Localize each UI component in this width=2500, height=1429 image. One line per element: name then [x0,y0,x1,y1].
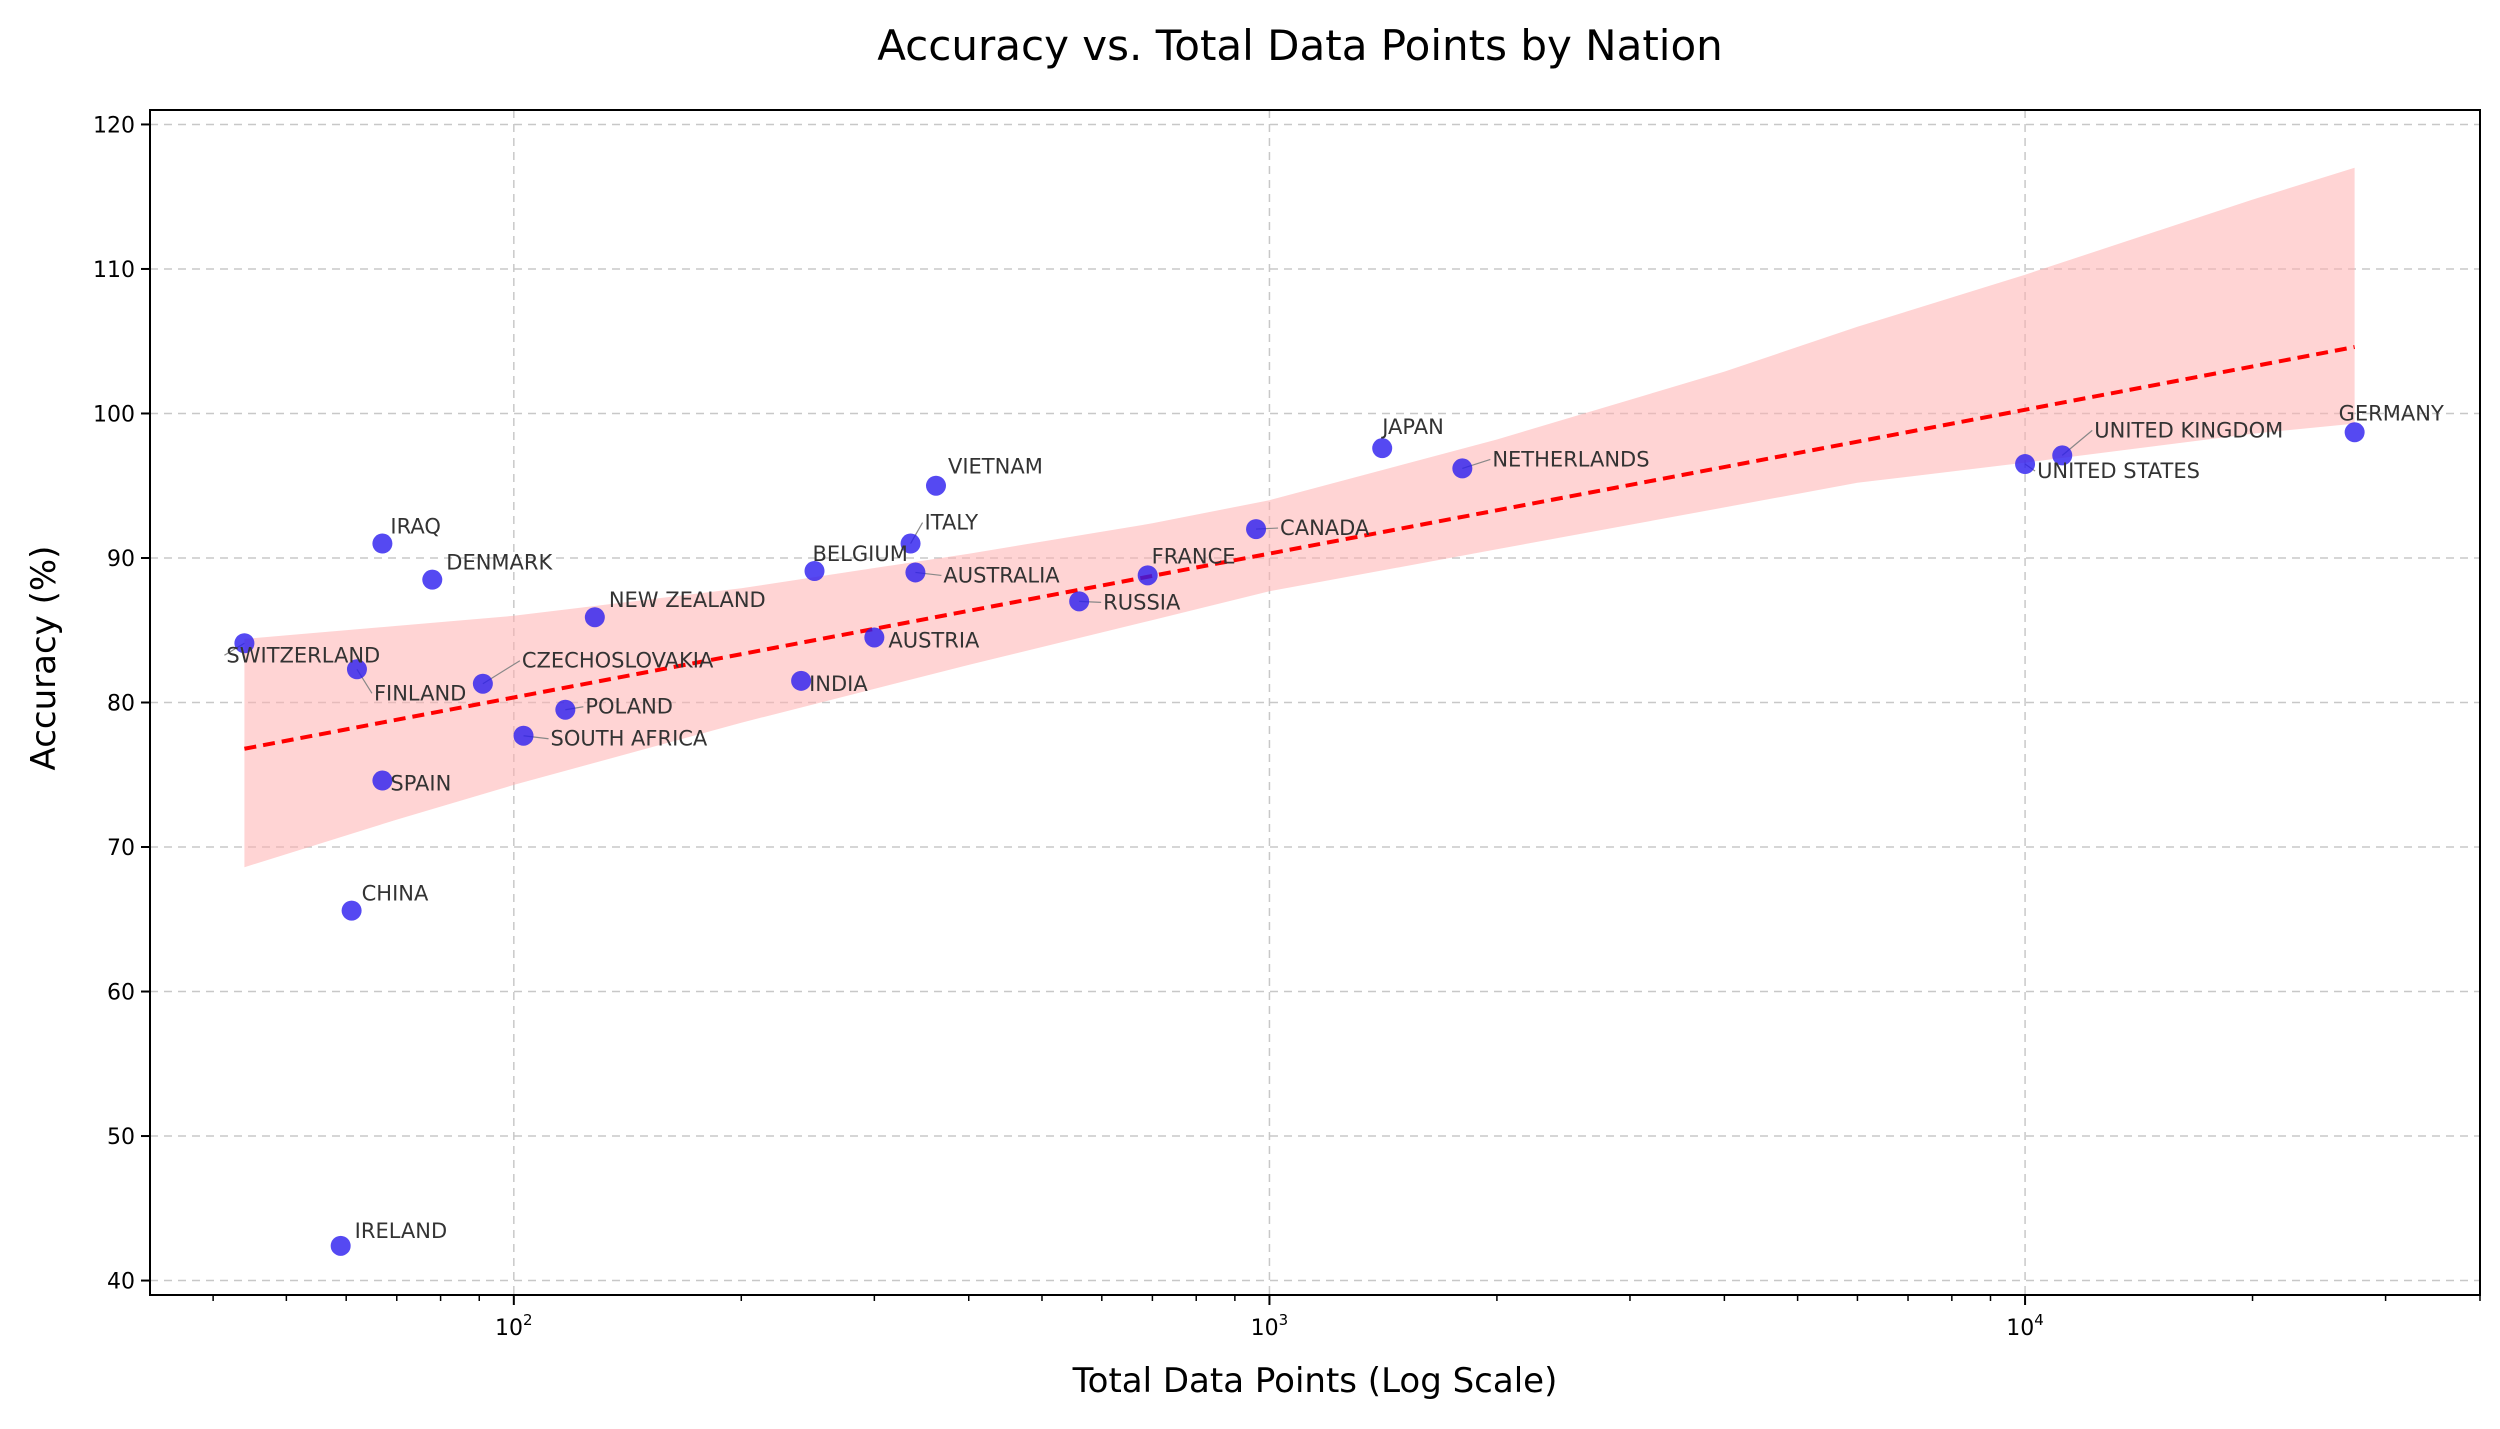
label-ireland: IRELAND [355,1219,447,1243]
label-canada: CANADA [1280,516,1370,540]
label-iraq: IRAQ [390,515,440,539]
point-china [341,900,362,921]
label-china: CHINA [362,882,429,906]
point-austria [864,627,885,648]
x-tick-label: 104 [2006,1311,2044,1341]
point-belgium [804,560,825,581]
point-denmark [422,569,443,590]
label-austria: AUSTRIA [888,628,980,652]
label-czechoslovakia: CZECHOSLOVAKIA [522,649,714,673]
axis-ticks: 40 50 60 70 80 90 100 110 120 102 103 104 [93,113,2481,1341]
point-south-africa [513,725,534,746]
label-vietnam: VIETNAM [948,455,1043,479]
trend-line [244,345,2356,751]
point-australia [905,562,926,583]
y-tick-label: 110 [93,258,135,283]
point-italy [900,533,921,554]
point-finland [346,659,367,680]
label-finland: FINLAND [374,681,466,705]
label-new-zealand: NEW ZEALAND [609,588,766,612]
y-tick-label: 70 [107,836,135,861]
y-tick-label: 100 [93,402,135,427]
y-tick-label: 90 [107,547,135,572]
label-russia: RUSSIA [1103,590,1181,614]
label-poland: POLAND [585,695,673,719]
point-poland [555,699,576,720]
y-tick-label: 40 [107,1270,135,1295]
y-tick-label: 50 [107,1125,135,1150]
trend-line-layer [244,345,2356,751]
point-india [791,670,812,691]
label-united-kingdom: UNITED KINGDOM [2094,418,2283,442]
x-tick-label: 102 [495,1311,533,1341]
label-japan: JAPAN [1380,415,1444,439]
label-australia: AUSTRALIA [943,563,1060,587]
point-czechoslovakia [472,673,493,694]
point-japan [1372,438,1393,459]
point-germany [2344,422,2365,443]
x-tick-label: 103 [1251,1311,1289,1341]
label-spain: SPAIN [390,772,451,796]
y-tick-label: 60 [107,981,135,1006]
label-netherlands: NETHERLANDS [1492,447,1649,471]
point-netherlands [1452,458,1473,479]
point-new-zealand [584,607,605,628]
point-ireland [330,1235,351,1256]
label-united-states: UNITED STATES [2037,459,2200,483]
y-tick-label: 80 [107,692,135,717]
label-india: INDIA [809,672,868,696]
label-switzerland: SWITZERLAND [226,643,380,667]
point-iraq [372,533,393,554]
point-united-states [2015,454,2036,475]
point-vietnam [925,475,946,496]
label-italy: ITALY [925,511,979,535]
point-france [1137,565,1158,586]
point-switzerland [234,633,255,654]
label-belgium: BELGIUM [813,542,908,566]
chart-title: Accuracy vs. Total Data Points by Nation [877,21,1723,70]
label-france: FRANCE [1152,544,1236,568]
confidence-band [244,167,2355,868]
x-axis-label: Total Data Points (Log Scale) [1072,1361,1558,1401]
y-tick-label: 120 [93,113,135,138]
data-points [234,422,2365,1256]
label-germany: GERMANY [2339,401,2444,425]
label-south-africa: SOUTH AFRICA [551,727,708,751]
point-labels: GERMANY UNITED KINGDOM UNITED STATES JAPAN N… [226,401,2444,1243]
label-denmark: DENMARK [446,551,553,575]
y-axis-label: Accuracy (%) [24,546,64,771]
point-united-kingdom [2052,445,2073,466]
confidence-band-layer [244,167,2355,868]
point-russia [1069,591,1090,612]
point-spain [372,770,393,791]
point-canada [1246,519,1267,540]
